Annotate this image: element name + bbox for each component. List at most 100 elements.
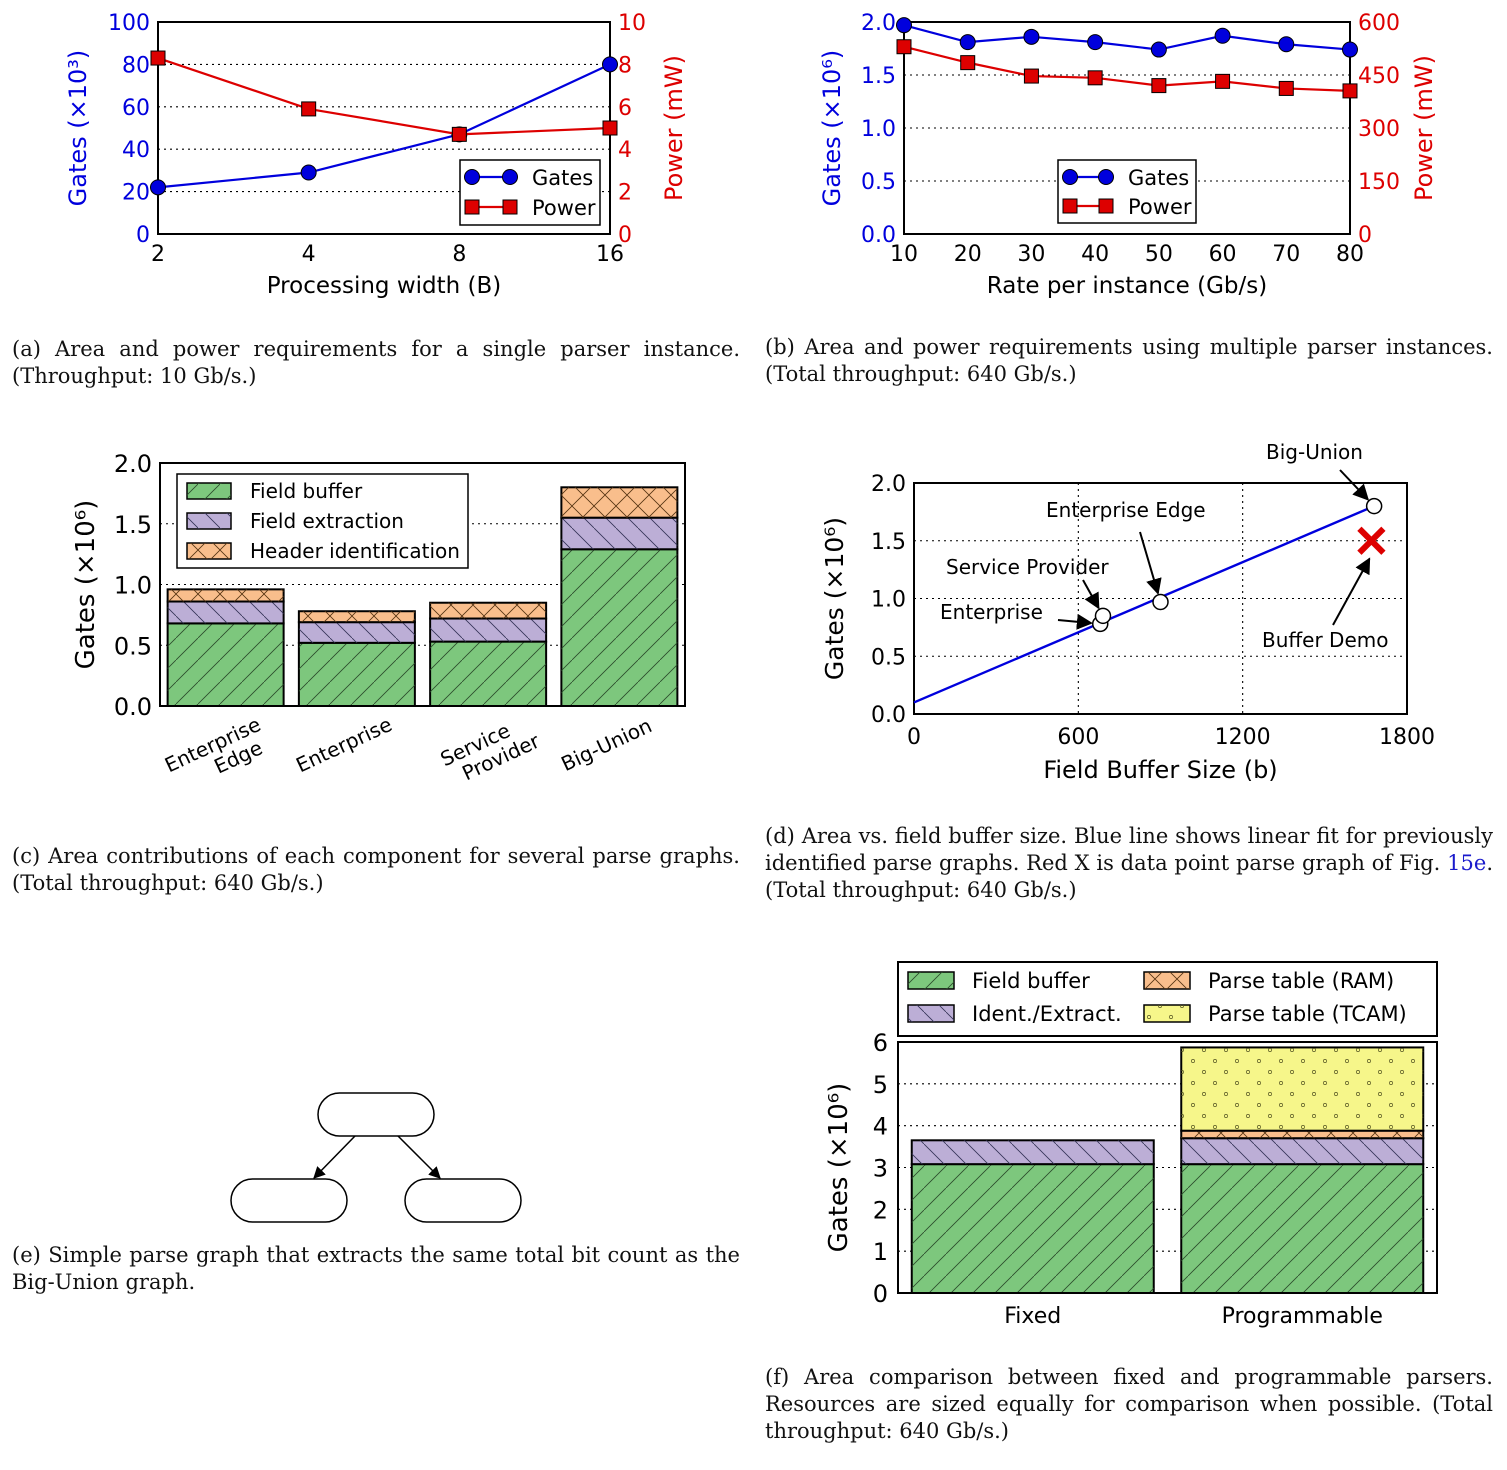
y2-tick-label: 6 — [618, 96, 632, 121]
x-tick-label: 8 — [452, 242, 466, 267]
caption-e: (e) Simple parse graph that extracts the… — [12, 1242, 740, 1296]
legend-box — [1057, 159, 1197, 224]
y-tick-label: 1.5 — [871, 530, 906, 555]
y2-tick-label: 8 — [618, 53, 632, 78]
bar-hatch — [298, 611, 415, 623]
bar-hatch — [561, 549, 678, 706]
bar-hatch — [1181, 1047, 1424, 1131]
data-point-gates — [300, 164, 317, 181]
data-point-gates — [1023, 28, 1040, 45]
bar-hatch — [1181, 1138, 1424, 1165]
legend-label: Field buffer — [250, 479, 363, 503]
y-tick-label: 1.0 — [861, 117, 896, 142]
bar-hatch — [430, 618, 547, 642]
y-tick-label: 1.5 — [114, 511, 152, 539]
y2-tick-label: 300 — [1358, 117, 1400, 142]
data-point-power — [1151, 78, 1167, 94]
caption-f-prefix: (f) — [765, 1365, 790, 1389]
y2-tick-label: 0 — [1358, 223, 1372, 248]
y2-tick-label: 4 — [618, 138, 632, 163]
y-tick-label: 2.0 — [861, 11, 896, 36]
series-line-power — [157, 56, 611, 136]
legend-label: Ident./Extract. — [972, 1002, 1122, 1026]
data-point-gates — [1087, 34, 1104, 51]
y-tick-label: 0.5 — [114, 632, 152, 660]
x-tick-label: 0 — [907, 725, 921, 750]
bar-hatch — [1181, 1130, 1424, 1139]
data-point-gates — [1214, 27, 1231, 44]
x-axis-label: Processing width (B) — [267, 273, 502, 299]
y-tick-label: 0.0 — [871, 703, 906, 728]
chart-c: EnterpriseEdge Enterprise ServiceProvider B… — [71, 450, 686, 791]
x-tick-label: 40 — [1081, 242, 1109, 267]
annotation-arrow — [1332, 557, 1371, 626]
bar-hatch — [167, 589, 284, 602]
data-point-power — [1215, 73, 1231, 89]
legend-label: Gates — [532, 166, 593, 190]
x-axis-label: Rate per instance (Gb/s) — [987, 273, 1267, 299]
bar-hatch — [561, 517, 678, 550]
chart-b: 0.0 0.5 1.0 1.5 2.0 0 150 300 450 600 10 20 30 40 50 60… — [818, 11, 1438, 299]
figure-reference-link[interactable]: 15e — [1447, 851, 1487, 875]
x-tick-label: 16 — [596, 242, 624, 267]
y-axis-label: Gates (×10⁶) — [824, 1083, 854, 1253]
point-label: Service Provider — [946, 555, 1109, 579]
plot-frame — [159, 462, 686, 707]
legend-marker — [502, 169, 518, 185]
x-tick-label: Big-Union — [557, 713, 655, 776]
legend-swatch-hatch — [1144, 972, 1190, 989]
point-label: Big-Union — [1266, 440, 1363, 464]
legend-marker — [464, 169, 480, 185]
y-tick-label: 2.0 — [114, 450, 152, 478]
buffer-demo-marker — [1357, 526, 1386, 555]
legend-marker — [1062, 198, 1078, 214]
legend-marker — [1062, 169, 1078, 185]
y-tick-label: 1.0 — [114, 572, 152, 600]
y2-tick-label: 0 — [618, 223, 632, 248]
x-tick-label: 600 — [1057, 725, 1099, 750]
legend-swatch-hatch — [908, 1005, 954, 1022]
legend-label: Power — [1128, 195, 1192, 219]
data-point-gates — [959, 34, 976, 51]
y-tick-label: 2.0 — [871, 472, 906, 497]
y-tick-label: 0.0 — [114, 693, 152, 721]
legend-label: Parse table (TCAM) — [1208, 1002, 1407, 1026]
y-tick-label: 40 — [122, 138, 150, 163]
data-point-power — [1342, 83, 1358, 99]
data-point-power — [896, 39, 912, 55]
graph-node — [230, 1178, 348, 1223]
y-tick-label: 0 — [136, 223, 150, 248]
legend-label: Header identification — [250, 539, 460, 563]
y2-tick-label: 600 — [1358, 11, 1400, 36]
y-tick-label: 4 — [873, 1113, 888, 1141]
caption-f-text: Area comparison between fixed and progra… — [765, 1365, 1493, 1443]
legend-swatch-hatch — [908, 972, 954, 989]
y-tick-label: 0.5 — [871, 645, 906, 670]
y-axis-label: Power (mW) — [1410, 55, 1438, 201]
y2-tick-label: 10 — [618, 11, 646, 36]
data-point — [1152, 593, 1169, 611]
data-point-gates — [1342, 41, 1358, 58]
bar-hatch — [167, 601, 284, 624]
y-tick-label: 3 — [873, 1155, 888, 1183]
series-line-power — [903, 45, 1351, 92]
data-point-gates — [1150, 41, 1167, 58]
x-tick-label: 50 — [1145, 242, 1173, 267]
plot-frame — [913, 482, 1408, 715]
caption-d-text: Area vs. field buffer size. Blue line sh… — [765, 824, 1493, 902]
data-point-gates — [602, 56, 618, 73]
x-tick-label-line: Big-Union — [557, 713, 655, 776]
x-tick-label: 10 — [890, 242, 918, 267]
legend-marker — [464, 199, 480, 215]
point-label: Buffer Demo — [1262, 628, 1388, 652]
graph-edge — [313, 1135, 356, 1179]
x-axis-label: Field Buffer Size (b) — [1043, 756, 1277, 784]
caption-e-text: Simple parse graph that extracts the sam… — [12, 1243, 740, 1294]
legend-marker — [502, 199, 518, 215]
x-tick-label: ServiceProvider — [437, 708, 544, 791]
caption-d: (d) Area vs. field buffer size. Blue lin… — [765, 823, 1493, 904]
parse-graph-diagram — [230, 1092, 522, 1223]
y-tick-label: 2 — [873, 1196, 888, 1224]
